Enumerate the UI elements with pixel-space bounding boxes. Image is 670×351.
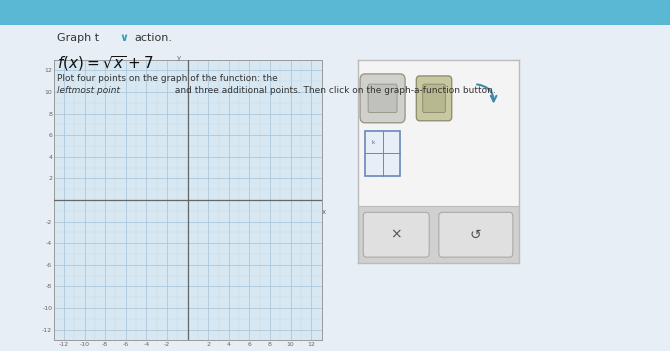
Text: $f(x)=\sqrt{x}+7$: $f(x)=\sqrt{x}+7$ bbox=[57, 54, 153, 73]
Text: y: y bbox=[178, 54, 182, 60]
Text: Graph t: Graph t bbox=[57, 33, 99, 43]
Text: Plot four points on the graph of the function: the: Plot four points on the graph of the fun… bbox=[57, 74, 281, 83]
FancyBboxPatch shape bbox=[363, 212, 429, 257]
Text: k: k bbox=[372, 140, 375, 145]
Text: leftmost point: leftmost point bbox=[57, 86, 120, 95]
FancyBboxPatch shape bbox=[439, 212, 513, 257]
Text: x: x bbox=[322, 209, 326, 215]
Text: ×: × bbox=[391, 228, 402, 242]
Text: and three additional points. Then click on the graph-a-function button.: and three additional points. Then click … bbox=[172, 86, 496, 95]
FancyBboxPatch shape bbox=[360, 74, 405, 123]
Text: action.: action. bbox=[134, 33, 172, 43]
Text: ∨: ∨ bbox=[119, 33, 128, 43]
FancyBboxPatch shape bbox=[416, 76, 452, 121]
Bar bbox=[365, 131, 400, 176]
Bar bbox=[358, 206, 519, 263]
FancyBboxPatch shape bbox=[423, 84, 446, 113]
FancyBboxPatch shape bbox=[368, 84, 397, 113]
Text: ↺: ↺ bbox=[470, 228, 482, 242]
